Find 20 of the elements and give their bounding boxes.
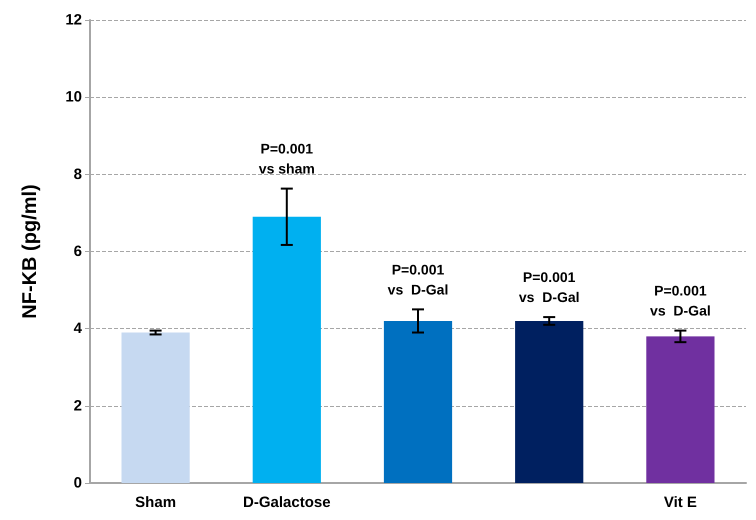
annotation: P=0.001 vs D-Gal [650, 282, 711, 319]
x-tick-label: Sham [135, 494, 176, 511]
annotation: P=0.001 vs D-Gal [518, 269, 580, 306]
y-tick-label: 2 [74, 397, 82, 414]
x-tick-label: Vit E [664, 494, 697, 511]
bar [252, 216, 321, 483]
y-tick-label: 4 [74, 320, 83, 338]
bar [515, 320, 584, 483]
bar [646, 336, 715, 483]
annotation: P=0.001 vs sham [258, 140, 315, 177]
annotation: P=0.001 vs D-Gal [388, 261, 448, 298]
y-tick-label: 0 [74, 474, 82, 492]
y-tick-label: 8 [74, 166, 82, 183]
y-tick-label: 6 [74, 243, 82, 260]
bar [121, 332, 190, 483]
y-axis-title: NF-KB (pg/ml) [19, 184, 41, 319]
y-tick-label: 12 [65, 12, 82, 28]
x-tick-label: D-Galactose [243, 494, 331, 511]
y-tick-label: 10 [65, 88, 82, 106]
bar [384, 320, 452, 483]
